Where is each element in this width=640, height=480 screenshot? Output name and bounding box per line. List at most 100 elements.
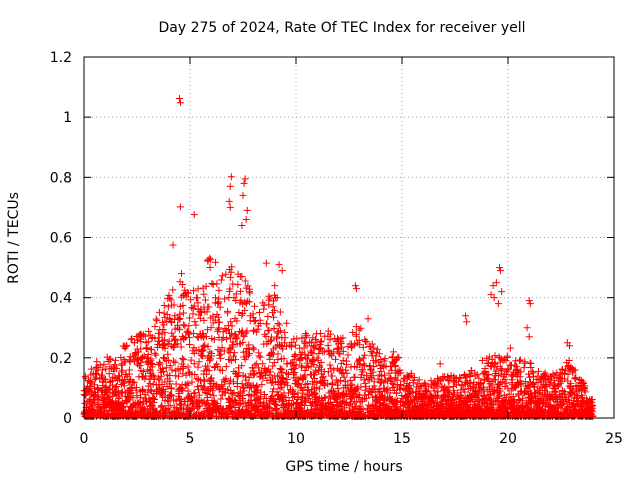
data-point bbox=[227, 376, 234, 384]
data-point bbox=[333, 381, 341, 389]
data-point bbox=[200, 303, 208, 311]
data-point bbox=[276, 308, 284, 316]
data-point bbox=[290, 335, 298, 343]
data-point bbox=[221, 295, 229, 303]
data-point bbox=[403, 379, 411, 387]
data-point bbox=[206, 375, 214, 383]
data-point bbox=[346, 376, 354, 384]
data-point bbox=[388, 396, 396, 404]
data-point bbox=[193, 375, 201, 383]
data-point bbox=[227, 173, 235, 181]
data-point bbox=[221, 389, 229, 397]
data-point bbox=[170, 403, 178, 411]
data-point bbox=[340, 373, 348, 381]
data-point bbox=[390, 381, 398, 389]
data-point bbox=[162, 404, 170, 412]
data-point bbox=[269, 362, 277, 370]
data-point bbox=[188, 378, 196, 386]
data-point bbox=[317, 359, 325, 367]
data-point bbox=[567, 380, 575, 388]
data-point bbox=[287, 343, 295, 351]
data-point bbox=[274, 319, 282, 327]
data-point bbox=[231, 408, 239, 416]
data-point bbox=[301, 350, 309, 358]
data-point bbox=[238, 221, 246, 229]
data-point bbox=[333, 334, 341, 342]
data-point bbox=[146, 386, 154, 394]
data-point bbox=[561, 406, 569, 414]
data-point bbox=[384, 385, 392, 393]
data-point bbox=[464, 385, 472, 393]
data-point bbox=[369, 386, 377, 394]
data-point bbox=[262, 259, 270, 267]
data-point bbox=[525, 333, 533, 341]
data-point bbox=[266, 294, 274, 302]
data-point bbox=[309, 334, 317, 342]
data-point bbox=[489, 388, 497, 396]
data-point bbox=[229, 390, 237, 398]
data-point bbox=[496, 358, 504, 366]
data-point bbox=[417, 391, 425, 399]
data-point bbox=[390, 358, 398, 366]
data-point bbox=[488, 358, 496, 366]
data-point bbox=[218, 336, 226, 344]
data-point bbox=[540, 380, 548, 388]
data-point bbox=[351, 387, 359, 395]
data-point bbox=[492, 367, 500, 375]
data-point bbox=[284, 400, 292, 408]
data-point bbox=[191, 389, 199, 397]
data-point bbox=[84, 376, 92, 384]
data-point bbox=[170, 357, 178, 365]
data-point bbox=[347, 363, 355, 371]
data-point bbox=[142, 395, 150, 403]
data-point bbox=[516, 356, 524, 364]
data-point bbox=[152, 351, 160, 359]
data-point bbox=[218, 408, 226, 416]
data-point bbox=[164, 350, 172, 358]
data-point bbox=[276, 365, 284, 373]
data-point bbox=[161, 355, 169, 363]
data-point bbox=[181, 322, 189, 330]
x-tick-labels: 0 5 10 15 20 25 bbox=[80, 431, 623, 447]
data-point bbox=[215, 351, 223, 359]
data-point bbox=[372, 402, 380, 410]
data-point bbox=[155, 334, 163, 342]
data-point bbox=[209, 319, 217, 327]
data-point bbox=[218, 381, 226, 389]
data-point bbox=[374, 345, 382, 353]
data-point bbox=[149, 402, 157, 410]
data-point bbox=[225, 355, 233, 363]
data-point bbox=[407, 371, 415, 379]
data-point bbox=[255, 349, 263, 357]
data-point bbox=[247, 392, 255, 400]
data-point bbox=[370, 378, 378, 386]
data-point bbox=[113, 383, 121, 391]
data-point bbox=[117, 411, 125, 419]
data-point bbox=[298, 334, 306, 342]
data-point bbox=[251, 302, 259, 310]
data-point bbox=[117, 361, 125, 369]
data-point bbox=[204, 326, 212, 334]
data-point bbox=[270, 358, 278, 366]
data-point bbox=[380, 406, 388, 414]
data-point bbox=[236, 299, 244, 307]
data-point bbox=[176, 404, 184, 412]
data-point bbox=[367, 366, 375, 374]
data-point bbox=[263, 367, 271, 375]
data-point bbox=[521, 358, 529, 366]
data-point bbox=[168, 366, 176, 374]
data-point bbox=[273, 294, 281, 302]
data-point bbox=[148, 346, 156, 354]
data-point bbox=[217, 395, 225, 403]
data-point bbox=[463, 318, 471, 326]
y-tick-label: 1.2 bbox=[50, 50, 72, 66]
data-point bbox=[171, 312, 179, 320]
data-point bbox=[273, 405, 281, 413]
data-point bbox=[365, 376, 373, 384]
data-point bbox=[296, 357, 304, 365]
data-point bbox=[533, 401, 541, 409]
data-point bbox=[187, 296, 195, 304]
data-point bbox=[567, 389, 575, 397]
data-point bbox=[482, 371, 490, 379]
data-point bbox=[247, 411, 255, 419]
